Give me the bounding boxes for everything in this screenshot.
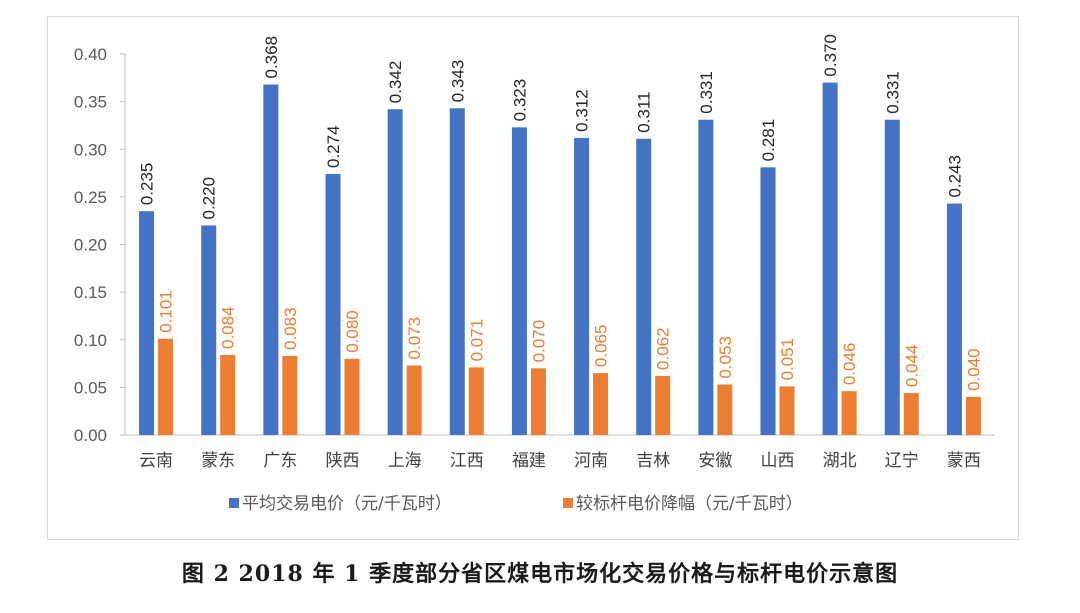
y-tick-label: 0.10 (74, 331, 107, 350)
bar-reduction (530, 368, 546, 435)
bar-avg-price (946, 203, 962, 435)
category-label: 上海 (388, 451, 422, 471)
category-label: 辽宁 (885, 451, 919, 471)
bar-avg-price (574, 137, 590, 435)
y-tick-label: 0.40 (74, 45, 107, 64)
y-tick-label: 0.30 (74, 140, 107, 159)
bar-reduction (282, 355, 298, 435)
data-label: 0.343 (448, 60, 467, 103)
bar-avg-price (449, 108, 465, 435)
data-label: 0.311 (635, 91, 654, 132)
bar-reduction (220, 354, 236, 435)
category-label: 湖北 (823, 451, 857, 471)
data-label: 0.331 (697, 71, 716, 114)
data-label: 0.323 (510, 79, 529, 122)
bar-reduction (593, 373, 609, 435)
bar-avg-price (636, 138, 652, 435)
data-label: 0.368 (262, 36, 281, 79)
category-label: 吉林 (636, 451, 670, 471)
data-label: 0.342 (386, 61, 405, 104)
bar-avg-price (139, 211, 155, 435)
bar-reduction (717, 384, 733, 435)
bar-avg-price (201, 225, 217, 435)
category-labels: 云南 蒙东 广东 陕西 上海 江西 福建 河南 吉林 安徽 山西 湖北 辽宁 蒙西 (139, 451, 981, 471)
data-label: 0.062 (654, 327, 673, 370)
data-label: 0.235 (138, 163, 157, 206)
data-label: 0.370 (821, 34, 840, 77)
bar-avg-price (822, 82, 838, 435)
bar-reduction (903, 393, 919, 435)
bar-chart: 0.00 0.05 0.10 0.15 0.20 0.25 0.30 0.35 0.40 0.2… (74, 34, 995, 514)
category-label: 广东 (263, 451, 297, 471)
data-label: 0.331 (883, 71, 902, 114)
category-label: 陕西 (326, 451, 360, 471)
category-label: 江西 (450, 451, 484, 471)
bar-avg-price (325, 174, 341, 435)
data-label: 0.312 (573, 89, 592, 132)
data-label: 0.083 (281, 307, 300, 350)
category-label: 山西 (761, 451, 795, 471)
bars-group: 0.235 0.101 0.220 0.084 0.368 0.083 0.274 0.080… (138, 34, 983, 436)
data-label: 0.065 (592, 325, 611, 368)
y-axis: 0.00 0.05 0.10 0.15 0.20 0.25 0.30 0.35 0.40 (74, 45, 995, 445)
category-label: 安徽 (698, 451, 732, 471)
data-label: 0.071 (467, 319, 486, 362)
y-tick-label: 0.25 (74, 188, 107, 207)
legend: 平均交易电价（元/千瓦时） 较标杆电价降幅（元/千瓦时） (229, 494, 803, 514)
bar-reduction (406, 365, 422, 435)
data-label: 0.053 (716, 336, 735, 379)
data-label: 0.044 (902, 345, 921, 388)
figure-caption: 图 2 2018 年 1 季度部分省区煤电市场化交易价格与标杆电价示意图 (181, 561, 899, 587)
bar-reduction (158, 338, 174, 435)
bar-avg-price (884, 119, 900, 435)
bar-reduction (779, 386, 795, 435)
y-tick-label: 0.15 (74, 283, 107, 302)
bar-reduction (655, 375, 671, 435)
data-label: 0.101 (157, 290, 176, 333)
y-tick-label: 0.35 (74, 93, 107, 112)
bar-reduction (841, 391, 857, 435)
data-label: 0.243 (945, 155, 964, 198)
y-tick-label: 0.00 (74, 426, 107, 445)
bar-avg-price (387, 109, 403, 436)
data-label: 0.070 (529, 320, 548, 363)
data-label: 0.084 (219, 306, 238, 349)
data-label: 0.040 (964, 348, 983, 391)
y-tick-label: 0.05 (74, 378, 107, 397)
legend-swatch (229, 498, 239, 508)
data-label: 0.220 (200, 177, 219, 220)
category-label: 蒙东 (201, 451, 235, 471)
category-label: 云南 (139, 451, 173, 471)
data-label: 0.080 (343, 310, 362, 353)
chart-frame: 0.00 0.05 0.10 0.15 0.20 0.25 0.30 0.35 0.40 0.2… (47, 16, 1019, 540)
bar-avg-price (511, 127, 527, 435)
bar-reduction (468, 367, 484, 435)
category-label: 蒙西 (947, 451, 981, 471)
data-label: 0.073 (405, 317, 424, 360)
bar-avg-price (263, 84, 279, 435)
category-label: 福建 (512, 451, 546, 471)
bar-reduction (344, 358, 360, 435)
bar-avg-price (698, 119, 714, 435)
bar-reduction (965, 396, 981, 435)
y-tick-label: 0.20 (74, 236, 107, 255)
data-label: 0.274 (324, 125, 343, 168)
legend-label: 较标杆电价降幅（元/千瓦时） (576, 494, 803, 514)
legend-label: 平均交易电价（元/千瓦时） (242, 494, 452, 514)
data-label: 0.281 (759, 119, 778, 162)
data-label: 0.051 (778, 338, 797, 381)
bar-avg-price (760, 167, 776, 435)
data-label: 0.046 (840, 343, 859, 386)
legend-swatch (563, 498, 573, 508)
category-label: 河南 (574, 451, 608, 471)
